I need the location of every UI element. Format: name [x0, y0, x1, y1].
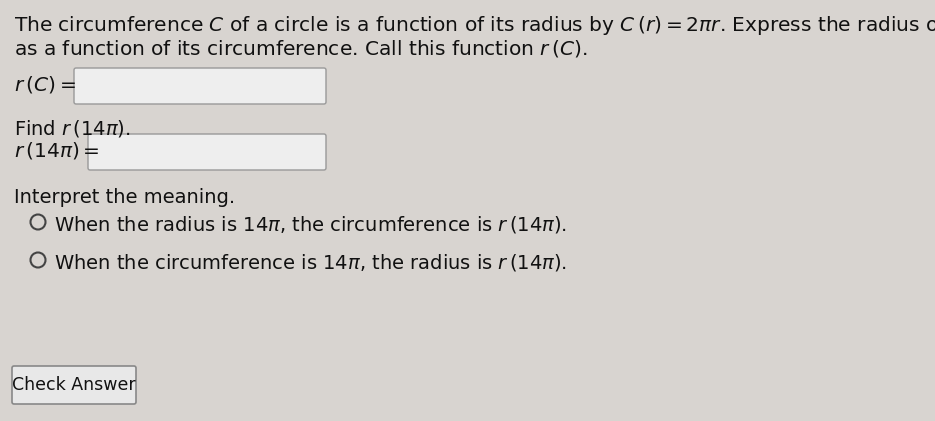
Text: $r\,(14\pi) =$: $r\,(14\pi) =$: [14, 140, 100, 161]
FancyBboxPatch shape: [74, 68, 326, 104]
Text: The circumference $C$ of a circle is a function of its radius by $C\,(r) = 2\pi : The circumference $C$ of a circle is a f…: [14, 14, 935, 37]
Text: $r\,(C) =$: $r\,(C) =$: [14, 74, 76, 95]
Text: When the circumference is $14\pi$, the radius is $r\,(14\pi)$.: When the circumference is $14\pi$, the r…: [54, 252, 567, 273]
Text: Check Answer: Check Answer: [12, 376, 136, 394]
FancyBboxPatch shape: [12, 366, 136, 404]
Text: as a function of its circumference. Call this function $r\,(C)$.: as a function of its circumference. Call…: [14, 38, 587, 59]
Text: When the radius is $14\pi$, the circumference is $r\,(14\pi)$.: When the radius is $14\pi$, the circumfe…: [54, 214, 567, 235]
Text: Interpret the meaning.: Interpret the meaning.: [14, 188, 235, 207]
FancyBboxPatch shape: [88, 134, 326, 170]
Text: Find $r\,(14\pi)$.: Find $r\,(14\pi)$.: [14, 118, 131, 139]
